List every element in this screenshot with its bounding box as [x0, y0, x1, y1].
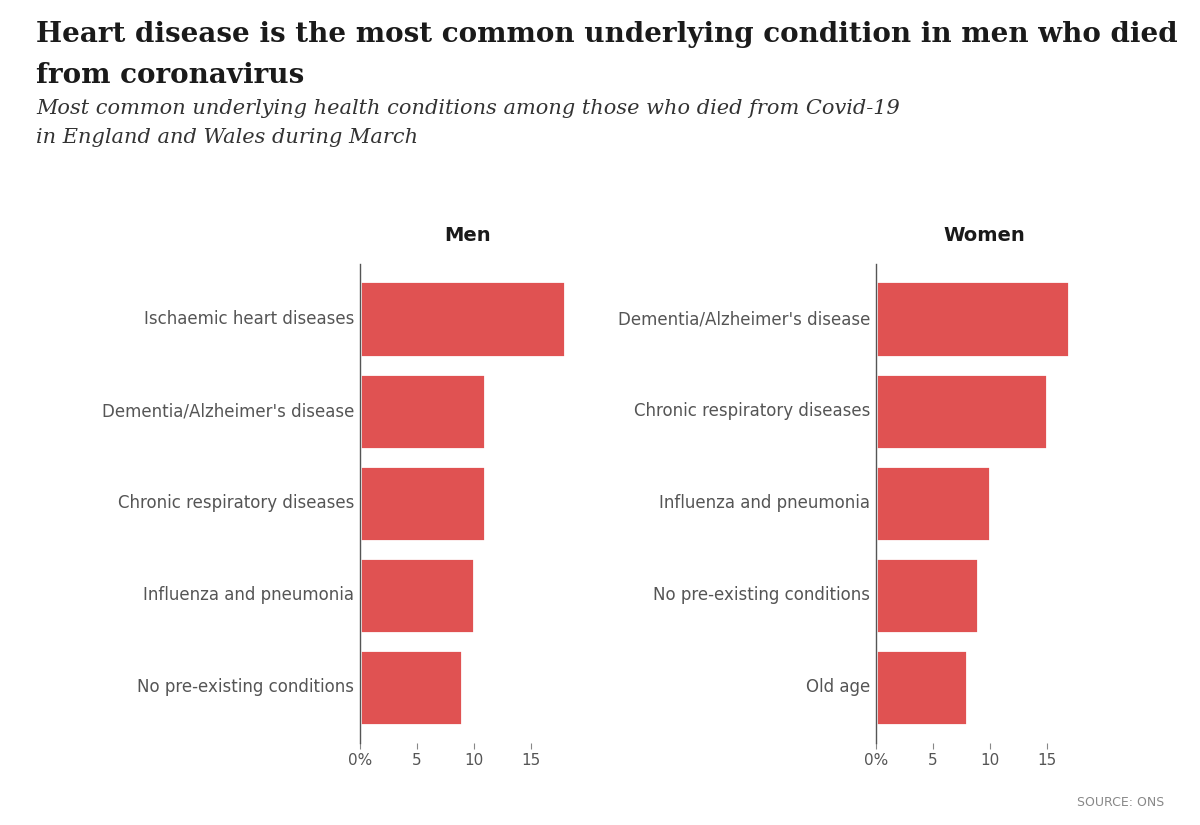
Text: Chronic respiratory diseases: Chronic respiratory diseases: [118, 494, 354, 512]
Text: Women: Women: [943, 226, 1025, 245]
Bar: [360, 649, 462, 725]
Bar: [876, 649, 967, 725]
Text: Dementia/Alzheimer's disease: Dementia/Alzheimer's disease: [618, 310, 870, 328]
Text: Influenza and pneumonia: Influenza and pneumonia: [659, 494, 870, 512]
Bar: [876, 465, 990, 541]
Text: Men: Men: [445, 226, 491, 245]
Text: No pre-existing conditions: No pre-existing conditions: [653, 587, 870, 604]
Bar: [360, 558, 474, 633]
Text: Heart disease is the most common underlying condition in men who died: Heart disease is the most common underly…: [36, 21, 1177, 48]
Bar: [876, 558, 978, 633]
Bar: [360, 374, 485, 449]
Text: No pre-existing conditions: No pre-existing conditions: [137, 678, 354, 696]
Bar: [876, 281, 1069, 357]
Text: from coronavirus: from coronavirus: [36, 62, 305, 89]
Text: in England and Wales during March: in England and Wales during March: [36, 128, 418, 147]
Text: Influenza and pneumonia: Influenza and pneumonia: [143, 587, 354, 604]
Text: SOURCE: ONS: SOURCE: ONS: [1076, 795, 1164, 808]
Bar: [360, 281, 565, 357]
Text: Chronic respiratory diseases: Chronic respiratory diseases: [634, 403, 870, 420]
Text: Dementia/Alzheimer's disease: Dementia/Alzheimer's disease: [102, 403, 354, 420]
Text: Ischaemic heart diseases: Ischaemic heart diseases: [144, 310, 354, 328]
Bar: [876, 374, 1046, 449]
Text: Old age: Old age: [806, 678, 870, 696]
Text: Most common underlying health conditions among those who died from Covid-19: Most common underlying health conditions…: [36, 99, 900, 118]
Bar: [360, 465, 485, 541]
